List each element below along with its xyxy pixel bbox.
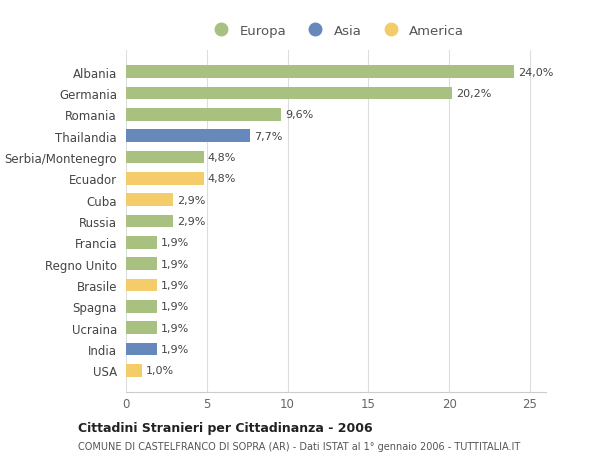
- Bar: [126, 215, 173, 228]
- Text: 1,0%: 1,0%: [146, 365, 175, 375]
- Text: COMUNE DI CASTELFRANCO DI SOPRA (AR) - Dati ISTAT al 1° gennaio 2006 - TUTTITALI: COMUNE DI CASTELFRANCO DI SOPRA (AR) - D…: [78, 441, 520, 451]
- Text: 4,8%: 4,8%: [208, 152, 236, 162]
- Text: Cittadini Stranieri per Cittadinanza - 2006: Cittadini Stranieri per Cittadinanza - 2…: [78, 421, 373, 434]
- Bar: [126, 151, 203, 164]
- Text: 2,9%: 2,9%: [177, 217, 205, 226]
- Bar: [126, 66, 514, 79]
- Bar: [126, 343, 157, 356]
- Bar: [126, 364, 142, 377]
- Bar: [126, 109, 281, 121]
- Bar: [126, 300, 157, 313]
- Text: 1,9%: 1,9%: [161, 344, 189, 354]
- Text: 20,2%: 20,2%: [457, 89, 492, 99]
- Text: 2,9%: 2,9%: [177, 195, 205, 205]
- Bar: [126, 173, 203, 185]
- Bar: [126, 130, 250, 143]
- Text: 24,0%: 24,0%: [518, 67, 553, 78]
- Legend: Europa, Asia, America: Europa, Asia, America: [203, 19, 469, 43]
- Text: 1,9%: 1,9%: [161, 259, 189, 269]
- Bar: [126, 279, 157, 292]
- Bar: [126, 194, 173, 207]
- Text: 7,7%: 7,7%: [254, 131, 283, 141]
- Text: 1,9%: 1,9%: [161, 323, 189, 333]
- Bar: [126, 236, 157, 249]
- Bar: [126, 322, 157, 334]
- Text: 4,8%: 4,8%: [208, 174, 236, 184]
- Bar: [126, 87, 452, 100]
- Text: 1,9%: 1,9%: [161, 302, 189, 312]
- Bar: [126, 257, 157, 270]
- Text: 9,6%: 9,6%: [285, 110, 313, 120]
- Text: 1,9%: 1,9%: [161, 238, 189, 248]
- Text: 1,9%: 1,9%: [161, 280, 189, 291]
